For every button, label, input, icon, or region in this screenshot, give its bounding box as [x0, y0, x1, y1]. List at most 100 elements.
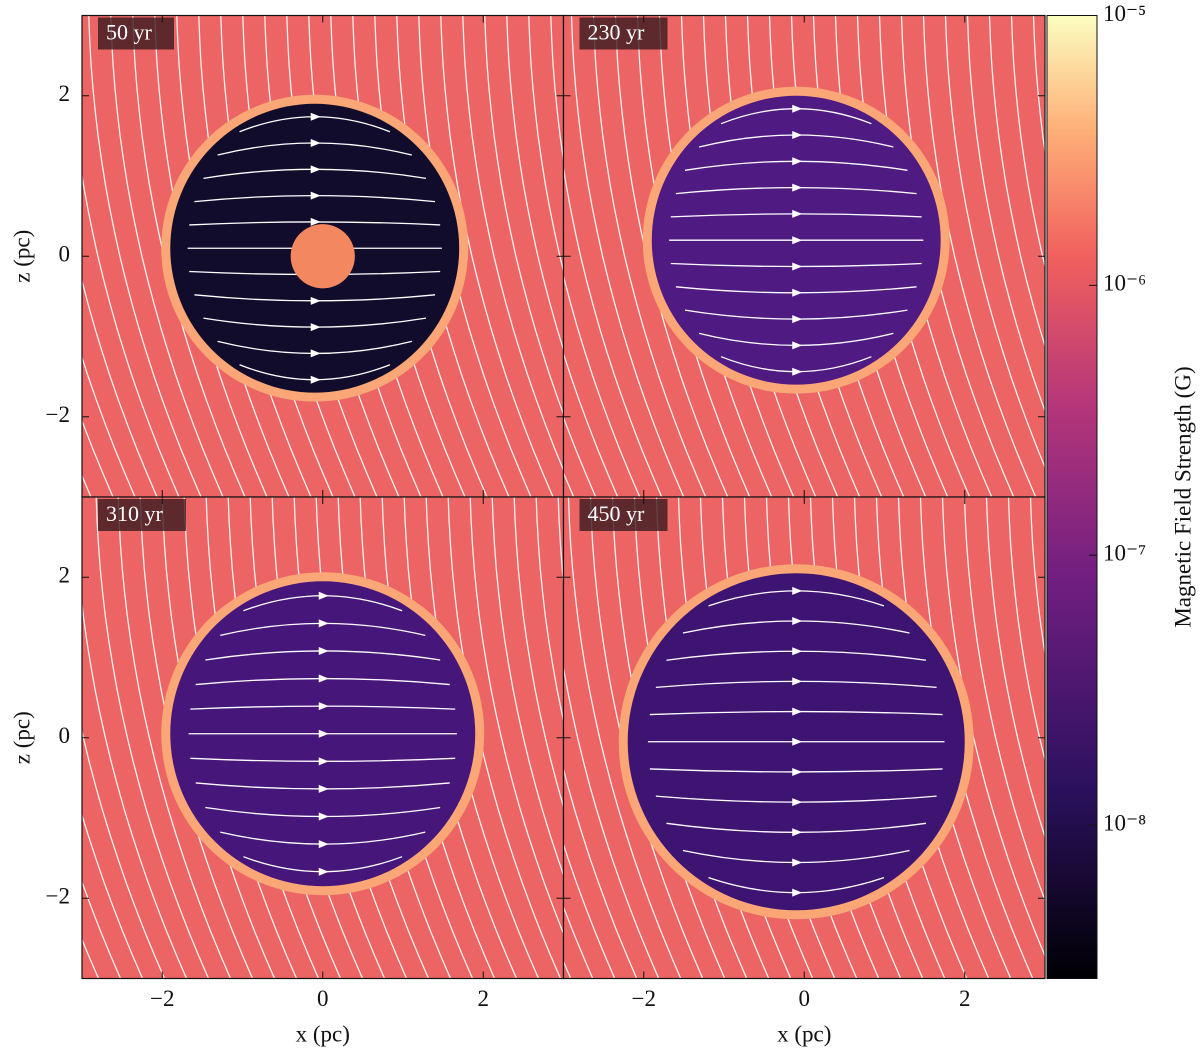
- panel-label-box: [98, 17, 174, 50]
- streamline: [563, 273, 641, 497]
- y-axis-label: z (pc): [9, 230, 34, 283]
- streamline: [82, 355, 136, 497]
- x-tick-label: 0: [799, 986, 811, 1011]
- arrowhead: [310, 323, 321, 332]
- arrowhead: [318, 646, 329, 655]
- streamline: [491, 497, 564, 877]
- colorbar: [1046, 15, 1098, 979]
- streamline: [988, 15, 1045, 348]
- x-axis-label: x (pc): [296, 1021, 350, 1046]
- arrowhead: [318, 867, 329, 876]
- arrowhead: [792, 888, 803, 897]
- arrowhead: [792, 288, 803, 297]
- arrowhead: [792, 767, 803, 776]
- x-tick-label: 2: [959, 986, 971, 1011]
- arrowhead: [310, 139, 321, 148]
- streamline: [506, 15, 564, 352]
- streamline: [82, 812, 144, 979]
- arrowhead: [318, 619, 329, 628]
- arrowhead: [792, 858, 803, 867]
- streamline: [484, 15, 564, 416]
- panel-label-box: [98, 499, 186, 531]
- y-tick-label: 2: [59, 81, 71, 106]
- arrowhead: [792, 707, 803, 716]
- streamline: [469, 497, 564, 936]
- colorbar-tick-label: 10⁻⁸: [1103, 810, 1146, 835]
- core: [290, 224, 355, 289]
- colorbar-tick-label: 10⁻⁶: [1103, 271, 1146, 296]
- arrowhead: [318, 757, 329, 766]
- arrowhead: [792, 828, 803, 837]
- streamline: [82, 278, 158, 497]
- arrowhead: [318, 784, 329, 793]
- arrowhead: [792, 262, 803, 271]
- streamline: [966, 15, 1045, 413]
- streamline: [82, 171, 180, 497]
- streamline: [592, 15, 707, 497]
- arrowhead: [318, 591, 329, 600]
- arrowhead: [310, 217, 321, 226]
- arrowhead: [318, 840, 329, 849]
- arrowhead: [310, 296, 321, 305]
- streamline: [95, 497, 210, 979]
- panel-label-box: [579, 17, 668, 50]
- streamline: [462, 15, 564, 472]
- arrowhead: [792, 677, 803, 686]
- streamline: [550, 15, 564, 165]
- streamline: [117, 497, 232, 979]
- panel-label: 450 yr: [588, 501, 646, 526]
- arrowhead: [318, 674, 329, 683]
- panel: 50 yr: [82, 15, 564, 497]
- arrowhead: [792, 367, 803, 376]
- streamline: [563, 163, 663, 497]
- arrowhead: [792, 157, 803, 166]
- streamline: [110, 15, 224, 497]
- y-tick-label: 0: [59, 242, 71, 267]
- colorbar-label: Magnetic Field Strength (G): [1170, 366, 1195, 627]
- arrowhead: [792, 315, 803, 324]
- arrowhead: [318, 702, 329, 711]
- arrowhead: [792, 183, 803, 192]
- arrowhead: [792, 798, 803, 807]
- arrowhead: [310, 165, 321, 174]
- arrowhead: [310, 112, 321, 121]
- arrowhead: [792, 104, 803, 113]
- colorbar-tick-label: 10⁻⁷: [1103, 540, 1146, 565]
- arrowhead: [310, 375, 321, 384]
- y-tick-label: 0: [59, 723, 71, 748]
- x-tick-label: 2: [478, 986, 490, 1011]
- arrowhead: [792, 131, 803, 140]
- x-tick-label: −2: [150, 986, 174, 1011]
- panel-label: 230 yr: [588, 20, 646, 45]
- arrowhead: [792, 236, 803, 245]
- streamline: [563, 351, 619, 497]
- arrowhead: [792, 647, 803, 656]
- streamline: [513, 497, 564, 810]
- arrowhead: [318, 729, 329, 738]
- arrowhead: [310, 349, 321, 358]
- streamline: [985, 497, 1045, 839]
- y-tick-label: 2: [59, 563, 71, 588]
- x-tick-label: −2: [632, 986, 656, 1011]
- streamline: [82, 598, 188, 979]
- panel-label: 310 yr: [106, 501, 164, 526]
- arrowhead: [792, 617, 803, 626]
- panel: 450 yr: [563, 497, 1045, 979]
- arrowhead: [792, 209, 803, 218]
- y-tick-label: −2: [46, 884, 70, 909]
- panel-label-box: [579, 499, 668, 531]
- x-tick-label: 0: [317, 986, 329, 1011]
- arrowhead: [310, 191, 321, 200]
- streamline: [570, 15, 685, 497]
- streamline: [563, 664, 660, 979]
- y-axis-label: z (pc): [9, 711, 34, 764]
- arrowhead: [318, 812, 329, 821]
- streamline: [567, 497, 682, 979]
- streamline: [440, 15, 554, 497]
- x-axis-label: x (pc): [777, 1021, 831, 1046]
- arrowhead: [792, 341, 803, 350]
- arrowhead: [792, 737, 803, 746]
- panel-label: 50 yr: [106, 20, 153, 45]
- panel: 230 yr: [563, 15, 1045, 497]
